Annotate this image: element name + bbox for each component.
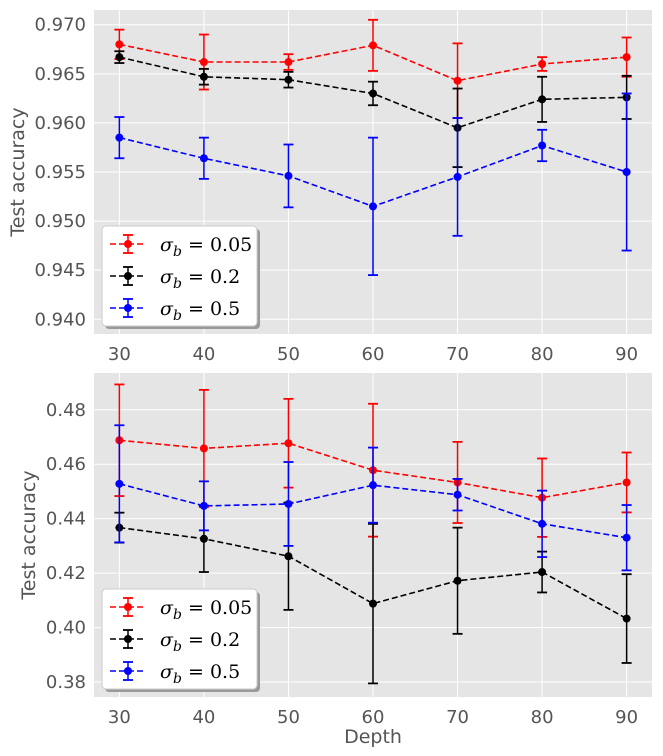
legend-marker: [124, 603, 132, 611]
data-point: [199, 501, 208, 510]
y-tick-label: 0.40: [46, 618, 86, 639]
legend-box: [101, 588, 258, 690]
y-axis-label: Test accuracy: [18, 470, 40, 600]
x-tick-label: 50: [277, 344, 300, 365]
data-point: [538, 519, 547, 528]
legend-entry: σb = 0.2: [110, 266, 240, 292]
y-tick-label: 0.945: [34, 260, 86, 281]
data-point: [453, 172, 462, 181]
series-3: [114, 92, 632, 276]
x-axis-label: Depth: [344, 726, 402, 748]
chart-panel-1: 0.940 0.945 0.950 0.955 0.960 0.965 0.970 30 40 5…: [7, 10, 652, 365]
data-point: [622, 53, 631, 62]
data-point: [538, 568, 547, 577]
x-tick-label: 70: [446, 707, 469, 728]
legend: σb = 0.05 σb = 0.2 σb = 0.5: [101, 225, 260, 329]
y-tick-label: 0.950: [34, 211, 86, 232]
x-tick-label: 80: [531, 707, 554, 728]
x-tick-label: 80: [531, 344, 554, 365]
data-point: [115, 479, 124, 488]
data-point: [622, 478, 631, 487]
data-point: [284, 171, 293, 180]
legend-marker: [124, 240, 132, 248]
series-3: [114, 424, 632, 572]
x-tick-label: 40: [192, 707, 215, 728]
y-tick-label: 0.955: [34, 162, 86, 183]
data-point: [199, 534, 208, 543]
data-point: [453, 576, 462, 585]
data-point: [538, 60, 547, 68]
legend-entry: σb = 0.05: [110, 234, 252, 260]
y-tick-label: 0.970: [34, 15, 86, 36]
y-tick-label: 0.42: [46, 563, 86, 584]
x-tick-label: 90: [615, 707, 638, 728]
legend-marker: [124, 272, 132, 280]
data-point: [284, 439, 293, 448]
legend-marker: [124, 667, 132, 675]
data-point: [199, 72, 208, 81]
x-tick-label: 60: [362, 344, 385, 365]
data-point: [115, 53, 124, 62]
data-point: [284, 58, 293, 67]
data-point: [369, 202, 377, 211]
legend-entry: σb = 0.5: [110, 298, 240, 324]
x-tick-label: 60: [362, 707, 385, 728]
data-point: [284, 499, 293, 508]
data-point: [453, 490, 462, 499]
data-point: [369, 41, 377, 50]
data-point: [199, 444, 208, 453]
series-1: [114, 18, 632, 119]
y-tick-label: 0.940: [34, 309, 86, 330]
data-point: [284, 75, 293, 84]
y-tick-label: 0.38: [46, 672, 86, 693]
data-point: [622, 614, 631, 623]
data-point: [369, 89, 377, 98]
data-point: [538, 95, 547, 104]
legend-entry: σb = 0.05: [110, 597, 252, 623]
legend-label: σb = 0.2: [160, 629, 240, 655]
legend-label: σb = 0.05: [160, 597, 252, 623]
legend-label: σb = 0.5: [160, 298, 240, 324]
y-tick-label: 0.960: [34, 113, 86, 134]
data-point: [622, 168, 631, 176]
data-point: [115, 40, 124, 49]
legend-label: σb = 0.05: [160, 234, 252, 260]
data-point: [453, 76, 462, 85]
legend-marker: [124, 304, 132, 312]
data-point: [369, 481, 377, 490]
chart-panel-2: 0.38 0.40 0.42 0.44 0.46 0.48 30 40 50 60 70 80 90 Te…: [18, 373, 652, 748]
legend: σb = 0.05 σb = 0.2 σb = 0.5: [101, 588, 260, 692]
x-tick-label: 30: [108, 344, 131, 365]
x-tick-label: 70: [446, 344, 469, 365]
data-point: [115, 133, 124, 142]
legend-entry: σb = 0.5: [110, 661, 240, 687]
data-point: [622, 533, 631, 542]
y-tick-label: 0.965: [34, 64, 86, 85]
x-tick-label: 90: [615, 344, 638, 365]
legend-marker: [124, 635, 132, 643]
data-point: [199, 154, 208, 163]
y-axis-label: Test accuracy: [7, 107, 29, 237]
data-point: [369, 599, 377, 608]
data-point: [284, 552, 293, 561]
legend-entry: σb = 0.2: [110, 629, 240, 655]
legend-label: σb = 0.5: [160, 661, 240, 687]
legend-label: σb = 0.2: [160, 266, 240, 292]
y-tick-label: 0.48: [46, 400, 86, 421]
x-tick-label: 30: [108, 707, 131, 728]
data-point: [538, 141, 547, 150]
x-tick-label: 40: [192, 344, 215, 365]
legend-box: [101, 225, 258, 327]
y-tick-label: 0.44: [46, 509, 86, 530]
x-tick-label: 50: [277, 707, 300, 728]
data-point: [199, 58, 208, 67]
y-tick-label: 0.46: [46, 454, 86, 475]
